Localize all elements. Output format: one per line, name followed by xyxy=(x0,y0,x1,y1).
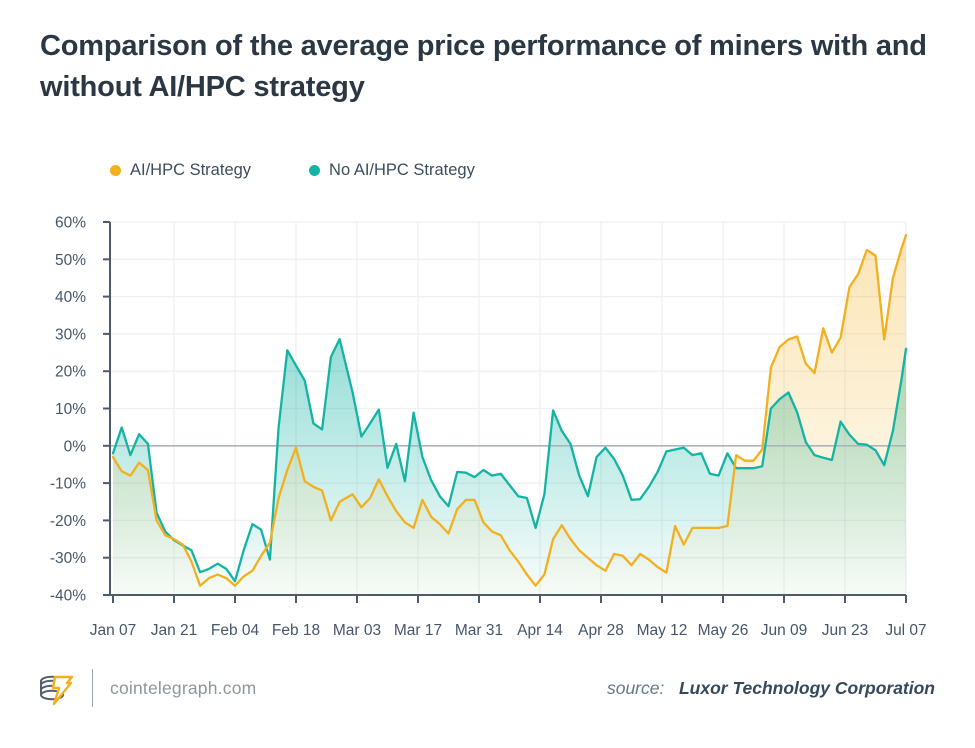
svg-text:-10%: -10% xyxy=(50,476,86,493)
svg-text:Mar 17: Mar 17 xyxy=(394,622,442,639)
svg-text:May 26: May 26 xyxy=(698,622,749,639)
legend-label-ai-hpc: AI/HPC Strategy xyxy=(130,161,252,179)
legend-label-no-ai-hpc: No AI/HPC Strategy xyxy=(329,161,475,179)
site-label: cointelegraph.com xyxy=(110,677,257,698)
svg-text:-30%: -30% xyxy=(50,550,86,567)
legend-item-no-ai-hpc: No AI/HPC Strategy xyxy=(309,161,475,180)
svg-text:60%: 60% xyxy=(55,215,86,232)
svg-text:Apr 28: Apr 28 xyxy=(578,622,624,639)
svg-text:May 12: May 12 xyxy=(637,622,688,639)
svg-text:20%: 20% xyxy=(55,364,86,381)
legend-item-ai-hpc: AI/HPC Strategy xyxy=(110,161,251,180)
svg-text:Feb 04: Feb 04 xyxy=(211,622,260,639)
legend-dot-no-ai-hpc-icon xyxy=(309,165,321,176)
svg-text:Jan 07: Jan 07 xyxy=(90,622,137,639)
performance-line-chart: 60% 50% 40% 30% 20% 10% 0% -10% -20% -30% -40% Jan … xyxy=(0,205,975,655)
cointelegraph-logo-icon xyxy=(40,675,74,706)
svg-text:40%: 40% xyxy=(55,289,86,306)
svg-text:-20%: -20% xyxy=(50,513,86,530)
source-prefix: source: xyxy=(606,678,665,698)
footer: cointelegraph.com source: Luxor Technolo… xyxy=(0,660,975,730)
svg-text:Jun 23: Jun 23 xyxy=(822,622,869,639)
svg-text:Jan 21: Jan 21 xyxy=(151,622,198,639)
footer-divider xyxy=(92,669,93,707)
legend-dot-ai-hpc-icon xyxy=(110,165,121,176)
svg-text:-40%: -40% xyxy=(50,588,86,605)
legend: AI/HPC Strategy No AI/HPC Strategy xyxy=(110,161,475,180)
svg-text:Jun 09: Jun 09 xyxy=(761,622,808,639)
svg-text:Mar 31: Mar 31 xyxy=(455,622,503,639)
source-label: source: Luxor Technology Corporation xyxy=(607,678,935,699)
svg-text:10%: 10% xyxy=(55,401,86,418)
footer-branding: cointelegraph.com xyxy=(38,668,256,708)
source-name: Luxor Technology Corporation xyxy=(678,678,935,698)
svg-text:Feb 18: Feb 18 xyxy=(272,622,320,639)
svg-text:50%: 50% xyxy=(55,252,86,269)
chart-title: Comparison of the average price performa… xyxy=(40,30,927,104)
svg-text:30%: 30% xyxy=(55,326,86,343)
svg-text:Jul 07: Jul 07 xyxy=(885,622,926,639)
svg-text:Mar 03: Mar 03 xyxy=(333,622,381,639)
svg-text:0%: 0% xyxy=(64,438,87,455)
svg-text:Apr 14: Apr 14 xyxy=(517,622,563,639)
